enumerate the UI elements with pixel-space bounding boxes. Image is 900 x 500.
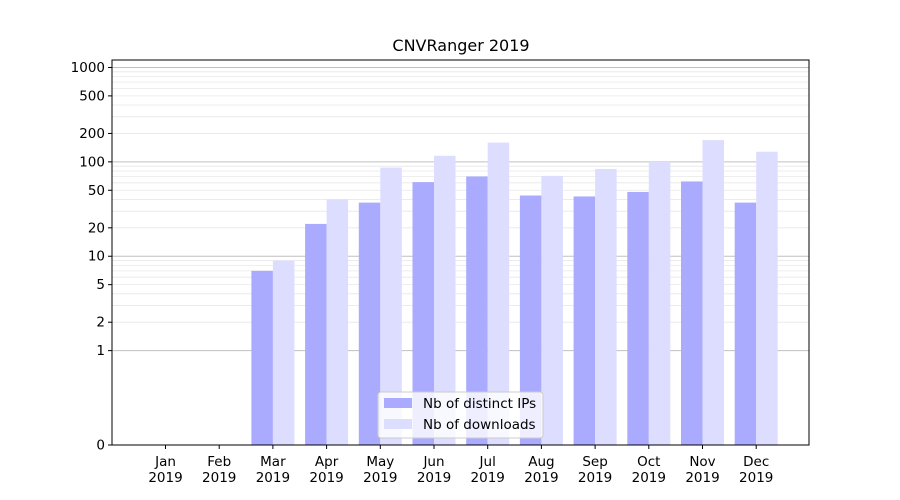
- x-tick-label-year: 2019: [309, 470, 343, 486]
- bar-distinct-ips: [305, 223, 327, 445]
- bar-downloads: [380, 167, 402, 445]
- y-tick-label: 2: [96, 315, 105, 331]
- x-tick-label-month: Feb: [207, 454, 231, 470]
- x-tick-label-month: Aug: [528, 454, 554, 470]
- bar-downloads: [648, 161, 671, 445]
- bar-downloads: [702, 140, 724, 445]
- bar-distinct-ips: [519, 195, 542, 445]
- chart-title: CNVRanger 2019: [392, 36, 529, 55]
- bars: [251, 140, 778, 446]
- y-axis-ticks: 0 1 2 5 10 20 50 100 200 500 1000: [71, 60, 112, 454]
- x-tick-label-month: Nov: [689, 454, 715, 470]
- bar-distinct-ips: [734, 202, 757, 445]
- x-tick-label-year: 2019: [578, 470, 612, 486]
- x-axis-ticks: Jan2019Feb2019Mar2019Apr2019May2019Jun20…: [148, 445, 773, 486]
- x-tick-label-month: Dec: [743, 454, 769, 470]
- x-tick-label-year: 2019: [524, 470, 558, 486]
- x-tick-label-year: 2019: [363, 470, 397, 486]
- x-tick-label-year: 2019: [148, 470, 182, 486]
- x-tick-label-year: 2019: [202, 470, 236, 486]
- y-tick-label: 1000: [71, 60, 105, 76]
- legend-label-downloads: Nb of downloads: [423, 417, 536, 433]
- bar-distinct-ips: [573, 196, 596, 445]
- bar-downloads: [434, 155, 456, 445]
- bar-distinct-ips: [681, 181, 703, 445]
- x-tick-label-month: May: [366, 454, 394, 470]
- plot-frame: [111, 59, 810, 446]
- bar-downloads: [487, 142, 510, 445]
- x-tick-label-month: Oct: [637, 454, 660, 470]
- bar-downloads: [595, 169, 617, 445]
- y-tick-label: 0: [96, 438, 105, 454]
- legend-swatch-downloads: [384, 419, 412, 429]
- x-tick-label-month: Jun: [422, 454, 444, 470]
- x-tick-label-year: 2019: [632, 470, 666, 486]
- y-tick-label: 10: [88, 249, 105, 265]
- y-tick-label: 100: [79, 154, 105, 170]
- bar-distinct-ips: [466, 176, 488, 445]
- legend-label-distinct-ips: Nb of distinct IPs: [423, 396, 536, 412]
- x-tick-label-month: Jan: [154, 454, 176, 470]
- x-tick-label-year: 2019: [685, 470, 719, 486]
- bar-downloads: [756, 151, 778, 446]
- x-tick-label-month: Apr: [315, 454, 339, 470]
- legend: Nb of distinct IPs Nb of downloads: [377, 391, 544, 439]
- x-tick-label-month: Sep: [582, 454, 607, 470]
- x-tick-label-month: Jul: [479, 454, 496, 470]
- x-tick-label-year: 2019: [471, 470, 505, 486]
- bar-distinct-ips: [412, 182, 434, 445]
- y-tick-label: 20: [88, 220, 105, 236]
- y-tick-label: 200: [79, 126, 105, 142]
- bar-downloads: [272, 260, 295, 445]
- grid-lines: [112, 66, 809, 352]
- bar-downloads: [541, 175, 563, 445]
- bar-distinct-ips: [358, 202, 381, 445]
- x-tick-label-month: Mar: [260, 454, 286, 470]
- y-tick-label: 50: [88, 183, 105, 199]
- y-tick-label: 5: [96, 277, 105, 293]
- bar-distinct-ips: [627, 191, 649, 445]
- x-tick-label-year: 2019: [739, 470, 773, 486]
- y-tick-label: 500: [79, 88, 105, 104]
- x-tick-label-year: 2019: [417, 470, 451, 486]
- legend-swatch-distinct-ips: [384, 398, 412, 408]
- y-tick-label: 1: [96, 343, 105, 359]
- bar-downloads: [326, 199, 349, 445]
- legend-box: [377, 391, 544, 439]
- x-tick-label-year: 2019: [256, 470, 290, 486]
- bar-distinct-ips: [251, 270, 273, 445]
